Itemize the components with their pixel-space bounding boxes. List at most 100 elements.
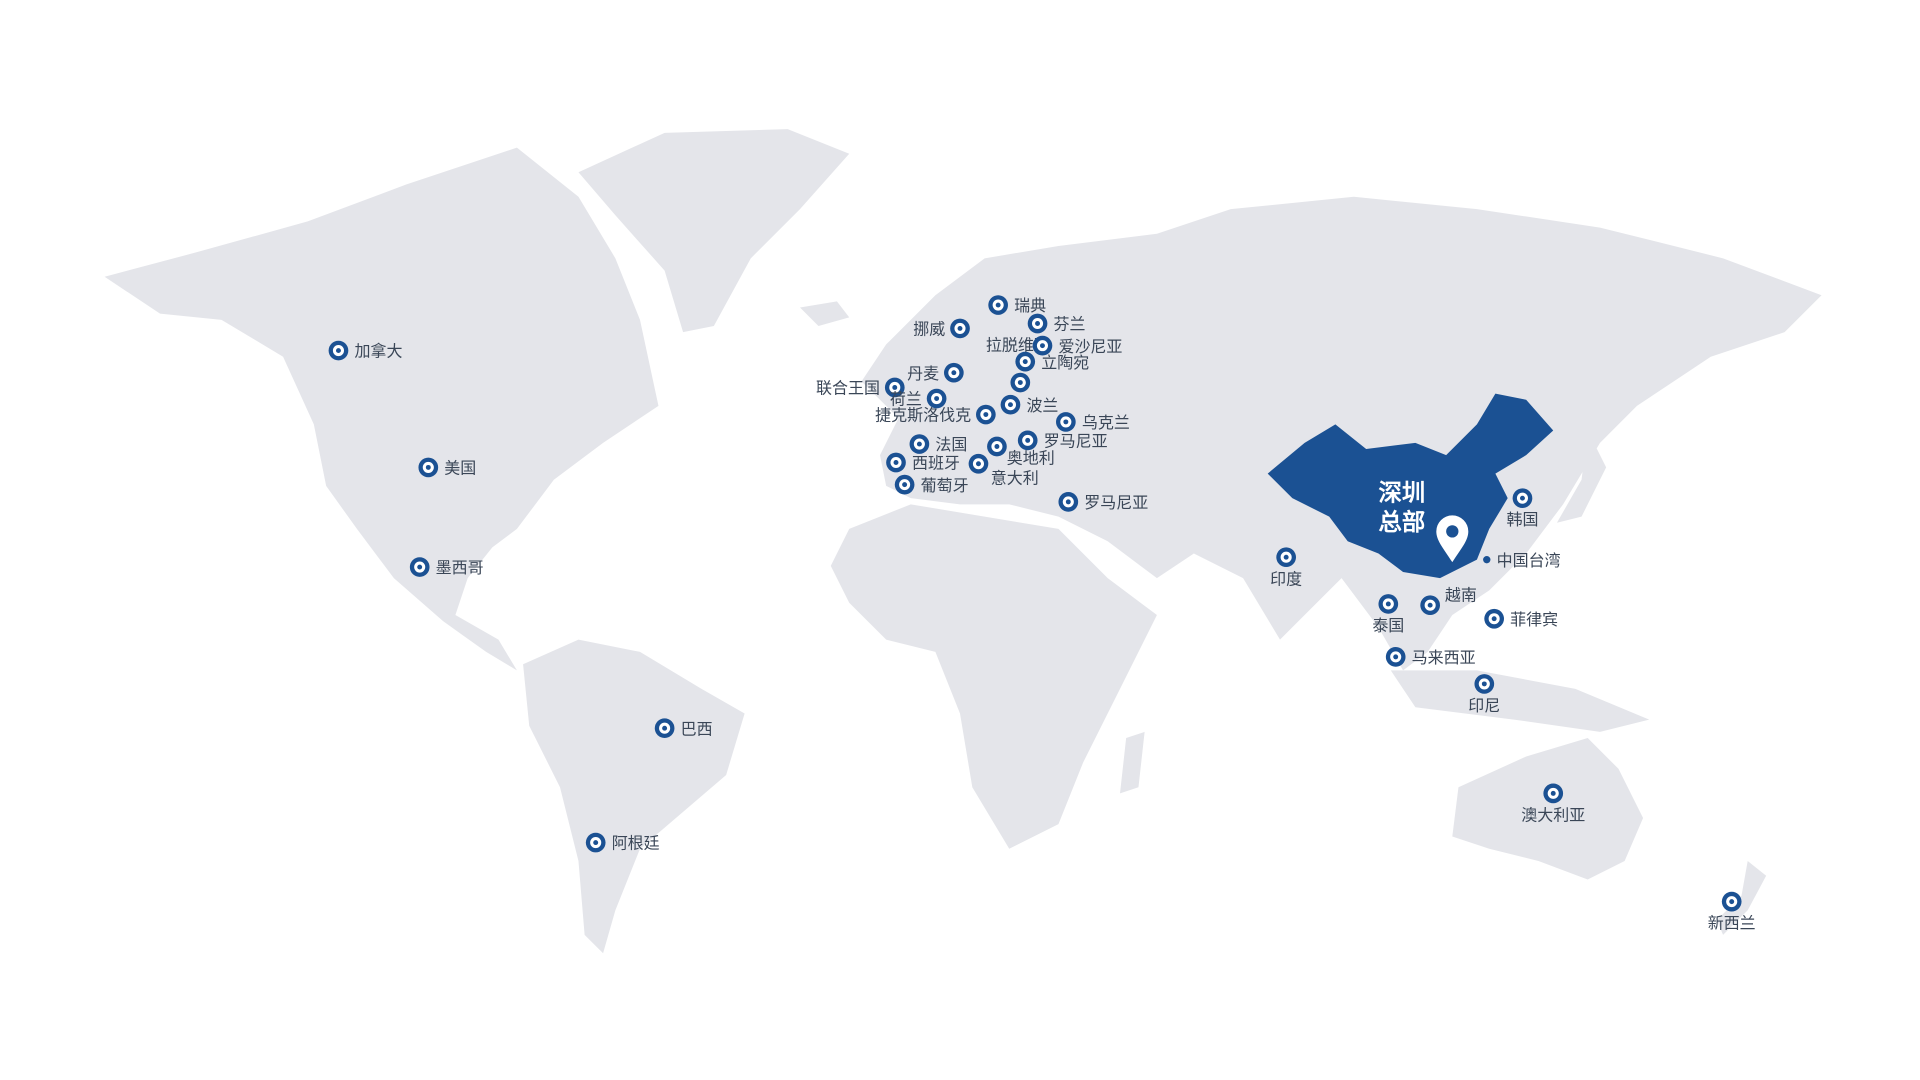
marker-label: 捷克斯洛伐克 xyxy=(875,406,971,425)
japan xyxy=(1556,430,1607,523)
location-dot-center xyxy=(976,461,981,467)
marker-label: 中国台湾 xyxy=(1497,551,1561,570)
location-dot-center xyxy=(1520,495,1525,501)
marker-32[interactable]: 韩国 xyxy=(1506,488,1538,529)
south-america xyxy=(523,639,745,954)
location-dot-center xyxy=(957,325,963,331)
location-dot-center xyxy=(934,396,940,402)
marker-label: 意大利 xyxy=(991,468,1039,487)
madagascar xyxy=(1120,731,1145,794)
location-dot-center xyxy=(1283,554,1289,560)
location-dot-center xyxy=(1008,402,1013,408)
marker-label: 乌克兰 xyxy=(1082,413,1130,432)
marker-26[interactable]: 泰国 xyxy=(1372,594,1404,635)
location-dot-center xyxy=(902,482,908,488)
marker-20[interactable]: 西班牙 xyxy=(886,452,960,473)
marker-label: 墨西哥 xyxy=(436,558,484,577)
marker-label: 美国 xyxy=(444,459,476,478)
marker-14[interactable]: 荷兰 xyxy=(890,388,947,409)
hq-label-line2: 总部 xyxy=(1378,508,1425,536)
africa xyxy=(830,504,1157,849)
marker-8[interactable]: 芬兰 xyxy=(1027,313,1086,334)
new-zealand xyxy=(1716,861,1767,935)
marker-6[interactable]: 瑞典 xyxy=(988,295,1046,315)
marker-label: 巴西 xyxy=(681,719,713,738)
marker-27[interactable]: 越南 xyxy=(1420,585,1477,616)
location-dot-center xyxy=(662,725,668,731)
marker-label: 丹麦 xyxy=(907,364,939,383)
marker-label: 韩国 xyxy=(1506,510,1538,529)
location-dot-center xyxy=(1550,790,1556,796)
marker-29[interactable]: 菲律宾 xyxy=(1484,608,1558,629)
marker-28[interactable]: 中国台湾 xyxy=(1483,551,1561,570)
location-dot-center xyxy=(892,385,898,390)
marker-16[interactable]: 捷克斯洛伐克 xyxy=(875,404,996,425)
location-dot-center xyxy=(995,302,1001,308)
marker-label: 葡萄牙 xyxy=(921,476,969,495)
marker-label: 印尼 xyxy=(1468,696,1500,715)
marker-18[interactable]: 法国 xyxy=(909,434,968,454)
marker-label: 芬兰 xyxy=(1054,315,1086,334)
marker-label: 马来西亚 xyxy=(1412,648,1476,667)
marker-33[interactable]: 澳大利亚 xyxy=(1521,783,1585,825)
marker-label: 罗马尼亚 xyxy=(1084,493,1148,512)
location-dot-center xyxy=(1035,321,1040,326)
marker-label: 联合王国 xyxy=(816,379,880,398)
china-highlight xyxy=(1267,393,1554,579)
marker-10[interactable]: 爱沙尼亚 xyxy=(1032,335,1123,356)
marker-label: 立陶宛 xyxy=(1041,353,1089,372)
marker-label: 菲律宾 xyxy=(1510,610,1558,629)
marker-7[interactable]: 挪威 xyxy=(913,318,970,339)
marker-17[interactable]: 乌克兰 xyxy=(1056,412,1130,432)
marker-12[interactable]: 丹麦 xyxy=(907,362,964,383)
location-dot-center xyxy=(1040,343,1045,349)
marker-4[interactable]: 巴西 xyxy=(654,718,713,738)
marker-label: 澳大利亚 xyxy=(1521,805,1585,824)
marker-5[interactable]: 阿根廷 xyxy=(585,832,660,853)
marker-label: 西班牙 xyxy=(912,454,960,473)
marker-label: 瑞典 xyxy=(1014,296,1046,315)
location-dot-center xyxy=(1427,602,1433,608)
location-dot-center xyxy=(1022,359,1028,365)
marker-24[interactable]: 罗马尼亚 xyxy=(1058,492,1148,512)
marker-23[interactable]: 葡萄牙 xyxy=(894,474,969,495)
location-dot-center xyxy=(893,460,899,465)
location-dot-center xyxy=(1481,681,1487,687)
location-dot-center xyxy=(1729,899,1735,905)
marker-15[interactable]: 波兰 xyxy=(1000,394,1059,415)
marker-19[interactable]: 罗马尼亚 xyxy=(1017,430,1108,451)
location-dot-center xyxy=(983,412,989,417)
marker-1[interactable]: 加拿大 xyxy=(328,340,403,361)
marker-label: 阿根廷 xyxy=(612,834,660,853)
marker-25[interactable]: 印度 xyxy=(1270,547,1302,588)
marker-label: 罗马尼亚 xyxy=(1044,432,1108,451)
marker-label: 加拿大 xyxy=(354,342,402,361)
location-dot-center xyxy=(916,441,922,447)
location-dot-center xyxy=(336,348,341,354)
australia xyxy=(1452,738,1644,880)
marker-label: 印度 xyxy=(1270,569,1302,588)
marker-31[interactable]: 印尼 xyxy=(1468,674,1500,715)
marker-13[interactable]: 联合王国 xyxy=(816,377,905,398)
marker-22[interactable]: 意大利 xyxy=(968,453,1039,488)
marker-label: 波兰 xyxy=(1026,396,1058,415)
marker-label: 荷兰 xyxy=(890,390,922,409)
location-dot-center xyxy=(1017,380,1023,386)
marker-label: 挪威 xyxy=(913,320,945,339)
marker-30[interactable]: 马来西亚 xyxy=(1385,647,1476,667)
marker-34[interactable]: 新西兰 xyxy=(1708,891,1756,933)
location-dot-center xyxy=(1393,654,1399,660)
north-america xyxy=(104,147,659,671)
location-dot-center xyxy=(1491,616,1497,622)
marker-label: 新西兰 xyxy=(1708,914,1756,933)
marker-2[interactable]: 美国 xyxy=(418,457,476,478)
location-dot-center xyxy=(417,564,423,570)
headquarters[interactable]: 深圳 总部 xyxy=(1378,479,1469,563)
marker-21[interactable]: 奥地利 xyxy=(987,436,1055,468)
marker-3[interactable]: 墨西哥 xyxy=(409,557,484,577)
marker-11[interactable]: 立陶宛 xyxy=(1015,351,1089,372)
greenland xyxy=(578,129,850,333)
location-dot-center xyxy=(951,370,957,376)
